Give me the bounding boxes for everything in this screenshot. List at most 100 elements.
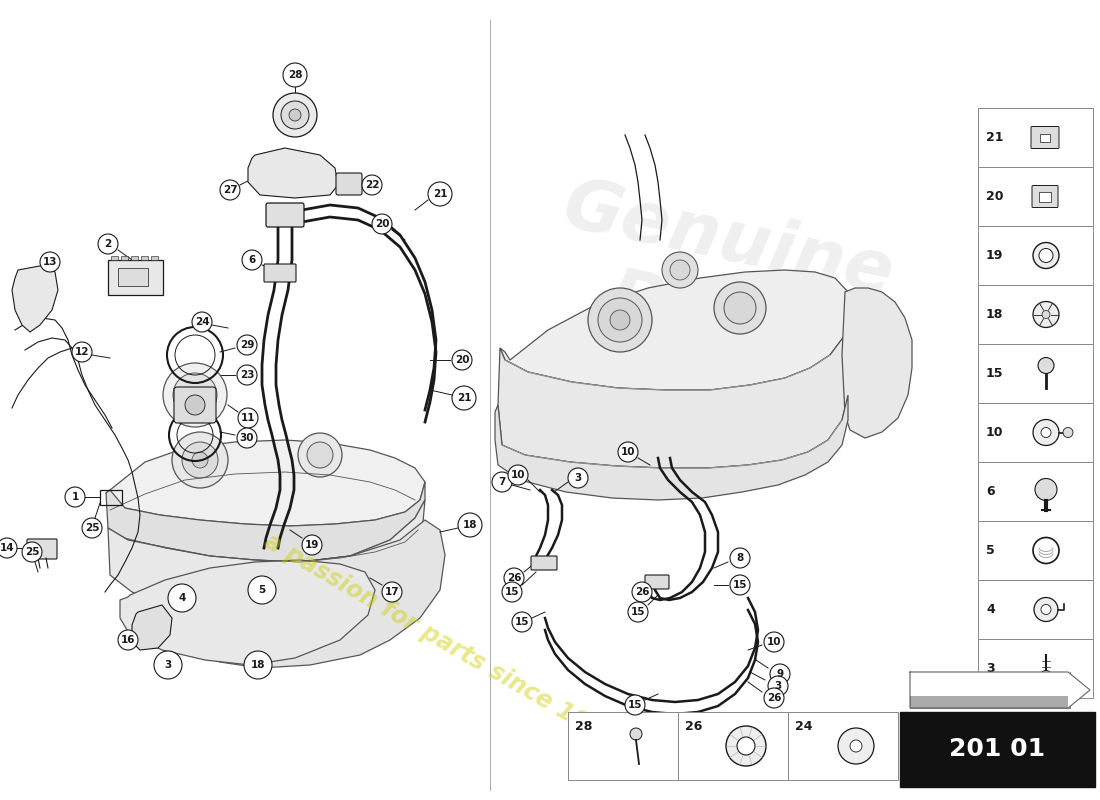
Polygon shape [132,605,172,650]
Circle shape [458,513,482,537]
Text: 15: 15 [733,580,747,590]
Text: 19: 19 [305,540,319,550]
Circle shape [618,442,638,462]
Circle shape [628,602,648,622]
Bar [978,226,1093,285]
Circle shape [850,740,862,752]
Circle shape [1063,427,1072,438]
FancyBboxPatch shape [1032,186,1058,207]
FancyBboxPatch shape [910,672,1070,708]
Circle shape [173,373,217,417]
Circle shape [40,252,60,272]
Text: 18: 18 [463,520,477,530]
Circle shape [512,612,532,632]
Text: 10: 10 [620,447,636,457]
Text: 22: 22 [365,180,380,190]
Circle shape [452,386,476,410]
Text: 2: 2 [104,239,111,249]
Circle shape [724,292,756,324]
Text: 26: 26 [767,693,781,703]
Circle shape [236,365,257,385]
Circle shape [248,576,276,604]
Text: 20: 20 [375,219,389,229]
Circle shape [172,432,228,488]
Polygon shape [1068,672,1090,708]
FancyBboxPatch shape [336,173,362,195]
Circle shape [192,312,212,332]
Circle shape [185,395,205,415]
Text: 18: 18 [251,660,265,670]
Circle shape [630,728,642,740]
Text: 7: 7 [498,477,506,487]
Text: 25: 25 [24,547,40,557]
Circle shape [764,688,784,708]
Bar [978,403,1093,462]
Circle shape [283,63,307,87]
Circle shape [118,630,138,650]
Circle shape [838,728,875,764]
FancyBboxPatch shape [1040,191,1050,202]
FancyBboxPatch shape [910,672,1070,696]
Circle shape [280,101,309,129]
Circle shape [502,582,522,602]
Bar [978,639,1093,698]
Circle shape [737,737,755,755]
Text: Genuine
Parts: Genuine Parts [540,172,900,388]
Circle shape [154,651,182,679]
FancyBboxPatch shape [264,264,296,282]
FancyBboxPatch shape [174,387,216,423]
Text: 16: 16 [121,635,135,645]
Polygon shape [120,560,375,665]
Text: 5: 5 [258,585,265,595]
Text: a passion for parts since 1985: a passion for parts since 1985 [260,529,620,751]
Polygon shape [495,395,848,500]
FancyBboxPatch shape [108,260,163,295]
Polygon shape [108,500,425,618]
FancyBboxPatch shape [645,575,669,589]
Text: 18: 18 [986,308,1003,321]
Circle shape [726,726,766,766]
Polygon shape [498,312,850,468]
Text: 3: 3 [774,681,782,691]
Circle shape [163,363,227,427]
Polygon shape [106,440,425,526]
Bar [978,521,1093,580]
Circle shape [598,298,642,342]
Text: 26: 26 [507,573,521,583]
FancyBboxPatch shape [121,256,128,260]
Text: 21: 21 [986,131,1003,144]
Text: 4: 4 [986,603,994,616]
Text: 10: 10 [986,426,1003,439]
Text: 24: 24 [795,719,813,733]
Circle shape [82,518,102,538]
FancyBboxPatch shape [141,256,149,260]
Text: 26: 26 [635,587,649,597]
Text: 17: 17 [385,587,399,597]
Text: 14: 14 [0,543,14,553]
Bar [678,712,788,780]
Polygon shape [500,270,850,390]
Circle shape [610,310,630,330]
Circle shape [625,695,645,715]
Text: 12: 12 [75,347,89,357]
Text: 3: 3 [574,473,582,483]
FancyBboxPatch shape [1040,134,1050,142]
Circle shape [192,452,208,468]
Bar [900,712,1094,787]
Bar [978,167,1093,226]
Circle shape [168,584,196,612]
Polygon shape [190,520,446,668]
Circle shape [770,664,790,684]
Circle shape [670,260,690,280]
Circle shape [220,180,240,200]
FancyBboxPatch shape [111,256,118,260]
Circle shape [273,93,317,137]
Text: 5: 5 [986,544,994,557]
Circle shape [1033,242,1059,269]
FancyBboxPatch shape [266,203,304,227]
Text: 15: 15 [628,700,642,710]
Text: 4: 4 [178,593,186,603]
Text: 13: 13 [43,257,57,267]
Circle shape [504,568,524,588]
Circle shape [98,234,118,254]
